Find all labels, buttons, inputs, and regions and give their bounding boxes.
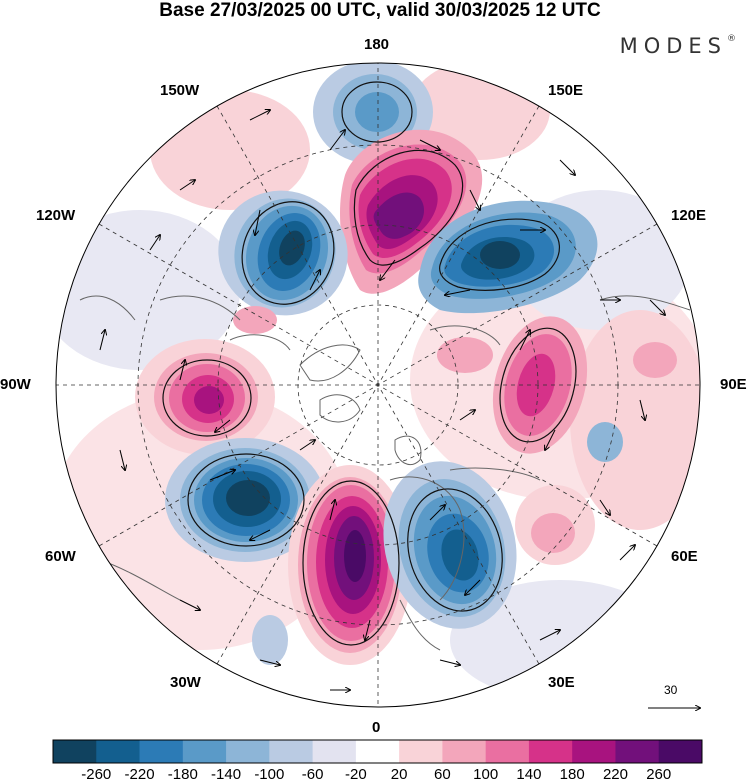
positive-anomaly-canada	[135, 339, 275, 455]
colorbar	[52, 739, 703, 764]
negative-anomaly-alaska	[218, 190, 348, 316]
logo-text: MODES	[619, 34, 727, 58]
lon-label-90w: 90W	[0, 376, 31, 393]
negative-anomaly-scandinavia	[383, 461, 517, 629]
colorbar-swatch	[485, 740, 530, 763]
positive-anomaly-small-laptev	[437, 337, 493, 373]
colorbar-tick-label: 20	[390, 766, 408, 783]
wind-vectors	[99, 110, 665, 690]
lon-label-150e: 150E	[548, 82, 584, 99]
colorbar-swatch	[226, 740, 270, 763]
lon-label-120e: 120E	[671, 207, 707, 224]
colorbar-swatch	[615, 740, 660, 763]
lon-label-60w: 60W	[45, 548, 76, 565]
positive-anomaly-small-yukon	[233, 306, 277, 334]
colorbar-tick-label: 260	[646, 766, 672, 783]
colorbar-swatch	[355, 740, 400, 763]
positive-anomaly-caspian-core	[531, 513, 575, 553]
colorbar-swatch	[572, 740, 616, 763]
colorbar-tick-label: -220	[124, 766, 155, 783]
colorbar-tick-label: 220	[602, 766, 628, 783]
negative-anomaly-labrador-sea	[165, 438, 325, 562]
colorbar-tick-labels: -260 -220 -180 -140 -100 -60 -20 20 60 100 140 180 2…	[0, 766, 750, 783]
negative-anomaly-east-siberia	[418, 200, 598, 314]
modes-logo: MODES®	[620, 34, 736, 58]
lon-label-30e: 30E	[548, 674, 575, 691]
colorbar-swatch	[658, 740, 703, 763]
graticule	[56, 63, 700, 707]
colorbar-frame	[52, 739, 703, 764]
positive-anomaly-small-east	[633, 342, 677, 378]
positive-anomaly-north-pacific	[340, 129, 483, 294]
colorbar-swatch	[139, 740, 184, 763]
colorbar-swatch	[312, 740, 357, 763]
positive-anomaly-north-atlantic	[288, 465, 412, 665]
colorbar-tick-label: 180	[559, 766, 585, 783]
map-title: Base 27/03/2025 00 UTC, valid 30/03/2025…	[159, 0, 601, 21]
lon-label-60e: 60E	[671, 548, 698, 565]
colorbar-tick-label: 100	[473, 766, 499, 783]
colorbar-swatch	[53, 740, 97, 763]
logo-registered-mark: ®	[727, 34, 736, 44]
colorbar-tick-label: -260	[81, 766, 112, 783]
anomaly-field	[56, 63, 700, 707]
colorbar-swatch	[399, 740, 443, 763]
colorbar-swatch	[269, 740, 314, 763]
colorbar-tick-label: -140	[211, 766, 242, 783]
colorbar-swatch	[96, 740, 141, 763]
colorbar-tick-label: 140	[516, 766, 542, 783]
lon-label-180: 180	[364, 36, 390, 53]
colorbar-swatch	[182, 740, 227, 763]
lon-label-150w: 150W	[160, 82, 200, 99]
map-boundary	[55, 62, 701, 708]
colorbar-tick-label: -180	[167, 766, 198, 783]
lon-label-30w: 30W	[170, 674, 201, 691]
lon-label-90e: 90E	[720, 376, 747, 393]
colorbar-tick-label: 60	[434, 766, 451, 783]
colorbar-tick-label: -100	[254, 766, 285, 783]
colorbar-tick-label: -60	[301, 766, 324, 783]
colorbar-swatch	[528, 740, 573, 763]
colorbar-tick-label: -20	[345, 766, 367, 783]
lon-label-0: 0	[372, 719, 381, 736]
reference-vector-label: 30	[664, 683, 678, 697]
coastlines	[79, 295, 691, 651]
colorbar-swatch	[442, 740, 487, 763]
lon-label-120w: 120W	[36, 207, 76, 224]
negative-anomaly-small-atlantic	[252, 615, 288, 665]
negative-anomaly-small-central-asia	[587, 422, 623, 462]
